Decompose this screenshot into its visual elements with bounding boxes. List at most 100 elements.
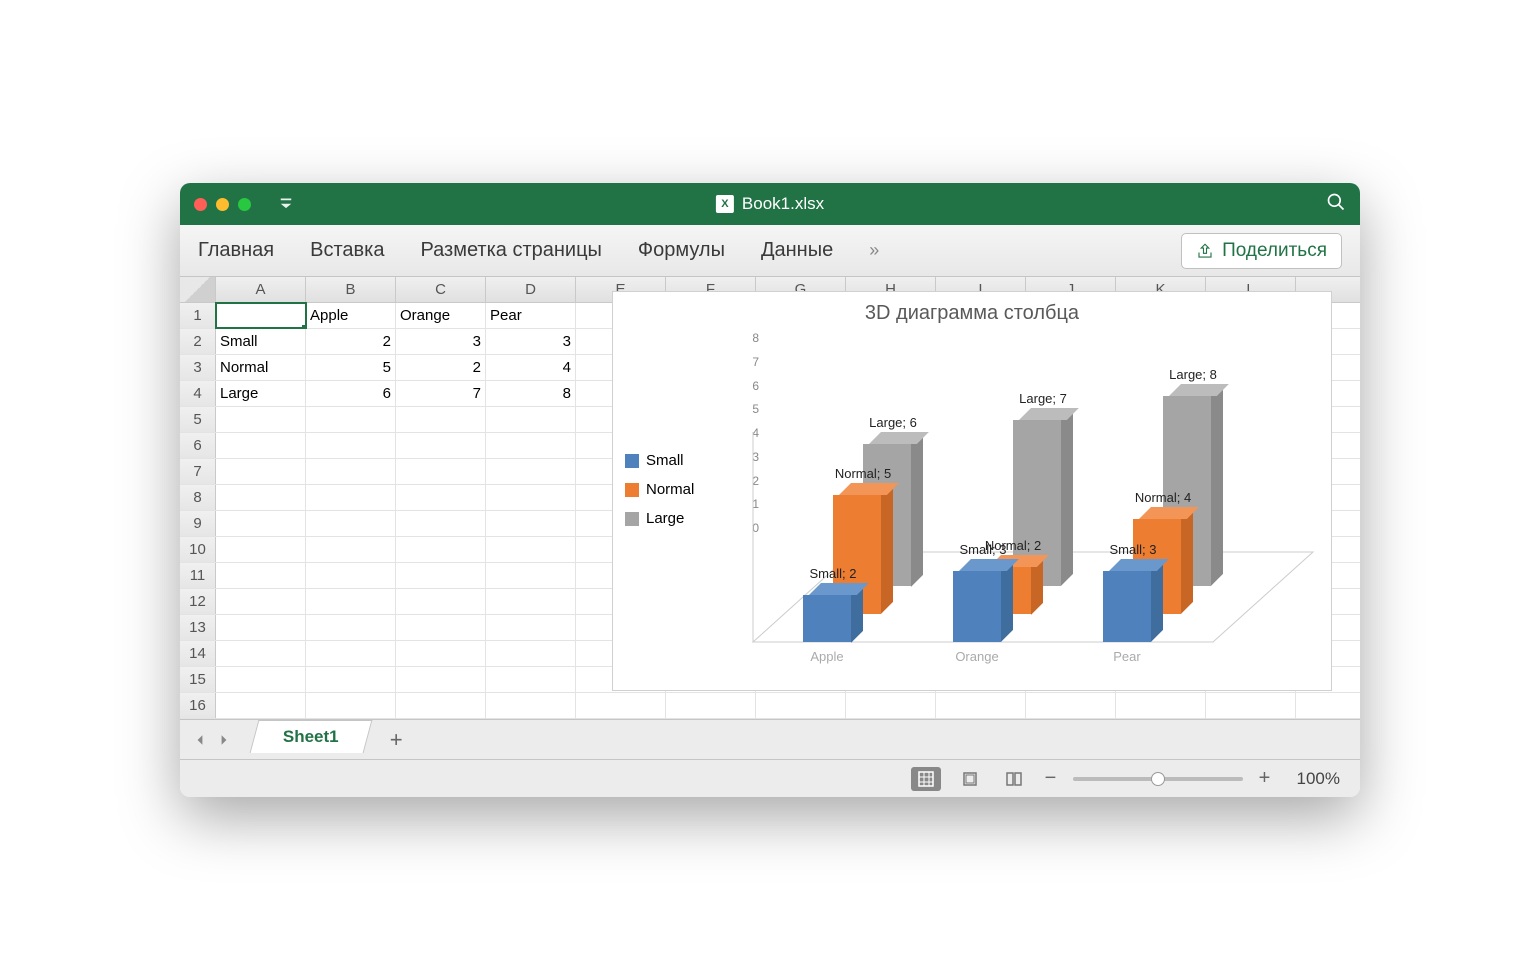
cell[interactable]: 8 (486, 381, 576, 406)
cell[interactable]: 7 (396, 381, 486, 406)
cell[interactable]: Large (216, 381, 306, 406)
row-header[interactable]: 5 (180, 407, 216, 432)
view-normal-button[interactable] (911, 767, 941, 791)
cell[interactable] (756, 693, 846, 718)
cell[interactable] (306, 407, 396, 432)
cell[interactable] (396, 615, 486, 640)
cell[interactable] (486, 667, 576, 692)
tab-home[interactable]: Главная (198, 239, 274, 262)
cell[interactable] (486, 459, 576, 484)
cell[interactable] (216, 641, 306, 666)
cell[interactable] (486, 511, 576, 536)
cell[interactable] (216, 667, 306, 692)
cell[interactable] (306, 511, 396, 536)
row-header[interactable]: 15 (180, 667, 216, 692)
tab-data[interactable]: Данные (761, 239, 833, 262)
sheet-tab-active[interactable]: Sheet1 (250, 720, 373, 753)
zoom-in-button[interactable]: + (1257, 767, 1273, 790)
close-window-button[interactable] (194, 198, 207, 211)
cell[interactable] (306, 537, 396, 562)
cell[interactable] (396, 641, 486, 666)
search-icon[interactable] (1326, 192, 1346, 217)
row-header[interactable]: 6 (180, 433, 216, 458)
cell[interactable]: Small (216, 329, 306, 354)
cell[interactable] (576, 693, 666, 718)
cell[interactable] (486, 615, 576, 640)
cell[interactable] (306, 615, 396, 640)
column-header[interactable]: C (396, 277, 486, 302)
add-sheet-button[interactable]: + (390, 727, 403, 753)
cell[interactable]: 5 (306, 355, 396, 380)
cell[interactable] (666, 693, 756, 718)
cell[interactable] (306, 589, 396, 614)
cell[interactable] (306, 641, 396, 666)
zoom-slider[interactable] (1073, 777, 1243, 781)
minimize-window-button[interactable] (216, 198, 229, 211)
cell[interactable]: Orange (396, 303, 486, 328)
row-header[interactable]: 16 (180, 693, 216, 718)
cell[interactable]: 4 (486, 355, 576, 380)
zoom-out-button[interactable]: − (1043, 767, 1059, 790)
cell[interactable] (396, 511, 486, 536)
cell[interactable] (486, 433, 576, 458)
cell[interactable] (216, 537, 306, 562)
cell[interactable] (216, 303, 306, 328)
view-page-layout-button[interactable] (955, 767, 985, 791)
cell[interactable] (486, 563, 576, 588)
row-header[interactable]: 13 (180, 615, 216, 640)
cell[interactable]: Normal (216, 355, 306, 380)
row-header[interactable]: 9 (180, 511, 216, 536)
cell[interactable] (216, 693, 306, 718)
column-header[interactable]: B (306, 277, 396, 302)
row-header[interactable]: 3 (180, 355, 216, 380)
cell[interactable] (486, 537, 576, 562)
cell[interactable]: 6 (306, 381, 396, 406)
cell[interactable] (216, 433, 306, 458)
sheet-nav-prev[interactable] (190, 730, 210, 750)
cell[interactable] (846, 693, 936, 718)
row-header[interactable]: 1 (180, 303, 216, 328)
view-page-break-button[interactable] (999, 767, 1029, 791)
cell[interactable]: 2 (306, 329, 396, 354)
row-header[interactable]: 8 (180, 485, 216, 510)
maximize-window-button[interactable] (238, 198, 251, 211)
cell[interactable] (486, 693, 576, 718)
cell[interactable] (1116, 693, 1206, 718)
cell[interactable] (396, 537, 486, 562)
cell[interactable] (396, 667, 486, 692)
cell[interactable] (216, 563, 306, 588)
cell[interactable] (396, 407, 486, 432)
row-header[interactable]: 7 (180, 459, 216, 484)
sheet-nav-next[interactable] (214, 730, 234, 750)
cell[interactable] (216, 459, 306, 484)
cell[interactable] (216, 615, 306, 640)
zoom-thumb[interactable] (1151, 772, 1165, 786)
row-header[interactable]: 11 (180, 563, 216, 588)
cell[interactable] (306, 433, 396, 458)
cell[interactable] (306, 693, 396, 718)
cell[interactable] (216, 511, 306, 536)
cell[interactable]: 3 (486, 329, 576, 354)
tab-insert[interactable]: Вставка (310, 239, 384, 262)
cell[interactable] (306, 563, 396, 588)
cell[interactable]: 3 (396, 329, 486, 354)
row-header[interactable]: 14 (180, 641, 216, 666)
cell[interactable] (396, 485, 486, 510)
cell[interactable] (486, 407, 576, 432)
cell[interactable] (1026, 693, 1116, 718)
row-header[interactable]: 12 (180, 589, 216, 614)
tab-formulas[interactable]: Формулы (638, 239, 725, 262)
cell[interactable] (486, 485, 576, 510)
cell[interactable] (216, 589, 306, 614)
more-tabs-icon[interactable]: » (869, 240, 879, 261)
row-header[interactable]: 4 (180, 381, 216, 406)
cell[interactable] (306, 667, 396, 692)
cell[interactable]: 2 (396, 355, 486, 380)
chart-3d-column[interactable]: 3D диаграмма столбца SmallNormalLarge 01… (612, 291, 1332, 691)
cell[interactable] (306, 459, 396, 484)
tab-page-layout[interactable]: Разметка страницы (420, 239, 601, 262)
cell[interactable] (216, 485, 306, 510)
cell[interactable]: Pear (486, 303, 576, 328)
cell[interactable] (1206, 693, 1296, 718)
row-header[interactable]: 2 (180, 329, 216, 354)
